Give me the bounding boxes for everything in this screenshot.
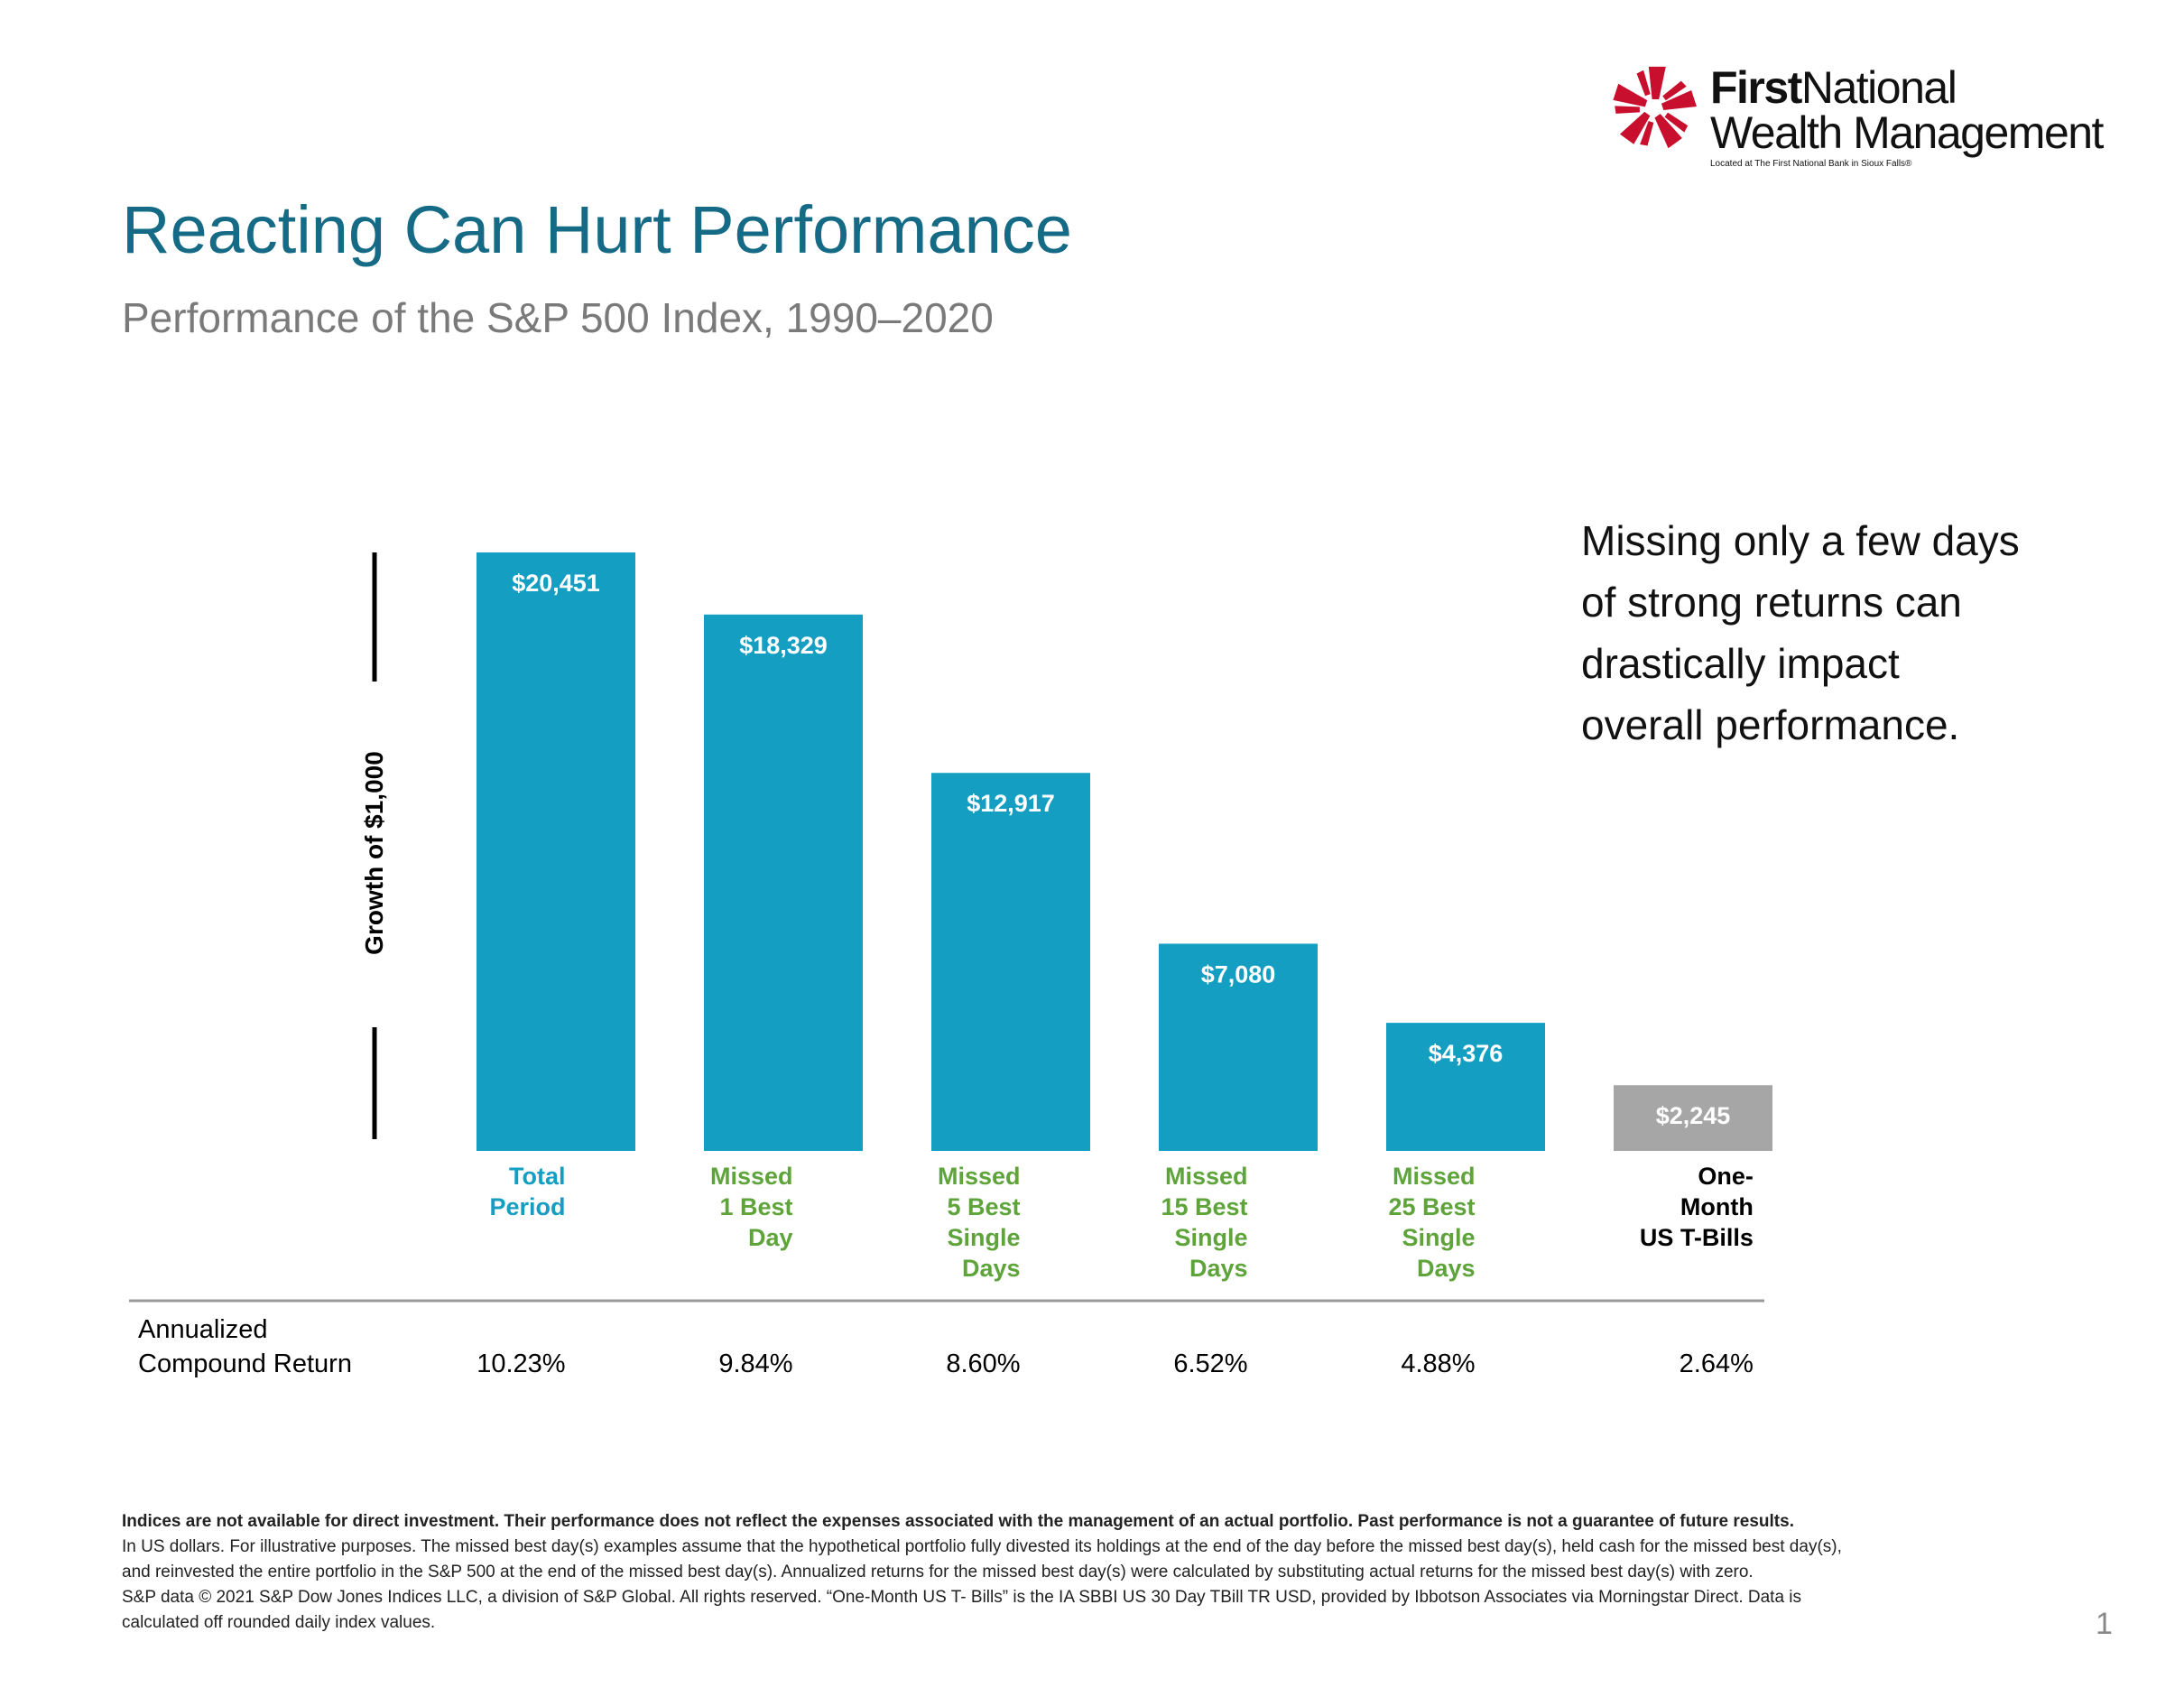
category-label-line: One-	[1698, 1163, 1754, 1190]
category-label-line: 1 Best	[720, 1193, 793, 1220]
bar-value-label: $4,376	[1429, 1040, 1504, 1067]
page-subtitle: Performance of the S&P 500 Index, 1990–2…	[122, 294, 994, 341]
brand-logo-wordmark: FirstNational Wealth Management Located …	[1710, 63, 2143, 190]
callout-line: of strong returns can	[1581, 579, 1962, 626]
category-label-line: 15 Best	[1161, 1193, 1247, 1220]
bar	[704, 614, 863, 1151]
footnote-line: In US dollars. For illustrative purposes…	[122, 1537, 1842, 1556]
footnote-line: calculated off rounded daily index value…	[122, 1613, 436, 1632]
bar	[931, 773, 1090, 1151]
category-label-line: Period	[490, 1193, 566, 1220]
bar	[477, 552, 635, 1151]
y-axis-label: Growth of $1,000	[360, 751, 388, 955]
category-label-line: Missed	[1393, 1163, 1476, 1190]
callout-line: drastically impact	[1581, 640, 1900, 687]
category-label-line: Missed	[1165, 1163, 1248, 1190]
category-label-line: US T-Bills	[1640, 1224, 1754, 1251]
category-label: Missed 5 Best Single Days	[938, 1163, 1021, 1282]
returns-value: 9.84%	[718, 1349, 792, 1378]
bar-value-label: $20,451	[512, 570, 600, 597]
category-label: Missed 15 Best Single Days	[1161, 1163, 1247, 1282]
brand-tagline: Located at The First National Bank in Si…	[1710, 159, 1912, 169]
y-axis: Growth of $1,000	[360, 552, 388, 1139]
bar-value-label: $7,080	[1201, 960, 1276, 988]
brand-name-national: National	[1800, 62, 1957, 113]
bar-value-label: $18,329	[739, 632, 828, 659]
bar-value-label: $2,245	[1656, 1102, 1731, 1129]
category-label-line: Days	[1189, 1255, 1248, 1282]
category-label-line: 5 Best	[948, 1193, 1021, 1220]
category-label-line: Single	[1175, 1224, 1248, 1251]
brand-name-first: First	[1710, 62, 1802, 113]
returns-row: Annualized Compound Return 10.23% 9.84% 8.60…	[129, 1299, 1764, 1378]
returns-row-label-line: Compound Return	[138, 1349, 352, 1378]
category-label-line: Days	[1417, 1255, 1476, 1282]
footnote-line: S&P data © 2021 S&P Dow Jones Indices LL…	[122, 1588, 1802, 1607]
category-label-line: Day	[748, 1224, 793, 1251]
returns-value: 4.88%	[1401, 1349, 1475, 1378]
category-label-line: Missed	[938, 1163, 1021, 1190]
callout-line: overall performance.	[1581, 701, 1960, 748]
bars: $20,451 $18,329 $12,917 $7,080 $4,376 $2,245	[477, 552, 1772, 1151]
brand-logo-mark	[1613, 66, 1697, 149]
callout-line: Missing only a few days	[1581, 517, 2020, 564]
category-labels: Total Period Missed 1 Best Day Missed 5 Best Si…	[490, 1163, 1754, 1282]
returns-value: 10.23%	[477, 1349, 565, 1378]
returns-row-label-line: Annualized	[138, 1315, 268, 1344]
returns-value: 2.64%	[1680, 1349, 1754, 1378]
category-label-line: Days	[962, 1255, 1021, 1282]
bar	[1159, 943, 1318, 1151]
disclaimer-bold: Indices are not available for direct inv…	[122, 1512, 1794, 1531]
page-title: Reacting Can Hurt Performance	[122, 192, 1072, 267]
returns-value: 6.52%	[1173, 1349, 1247, 1378]
returns-value: 8.60%	[946, 1349, 1020, 1378]
category-label-line: 25 Best	[1388, 1193, 1475, 1220]
bar	[1614, 1085, 1772, 1151]
category-label: Missed 1 Best Day	[710, 1163, 793, 1251]
page-number: 1	[2096, 1607, 2113, 1641]
callout-note: Missing only a few days of strong return…	[1581, 510, 2123, 756]
brand-name-line-2: Wealth Management	[1710, 107, 2104, 158]
footnotes: Indices are not available for direct inv…	[122, 1509, 1999, 1636]
category-label-line: Single	[948, 1224, 1021, 1251]
category-label-line: Month	[1680, 1193, 1754, 1220]
category-label: One- Month US T-Bills	[1640, 1163, 1754, 1251]
returns-row-label: Annualized Compound Return	[138, 1315, 352, 1378]
bar-value-label: $12,917	[967, 790, 1055, 817]
brand-name-line-1: FirstNational	[1710, 62, 1957, 113]
category-label: Total Period	[490, 1163, 566, 1220]
category-label-line: Missed	[710, 1163, 793, 1190]
bar	[1386, 1023, 1545, 1151]
category-label-line: Single	[1402, 1224, 1476, 1251]
footnote-line: and reinvested the entire portfolio in t…	[122, 1563, 1754, 1581]
category-label: Missed 25 Best Single Days	[1388, 1163, 1475, 1282]
category-label-line: Total	[509, 1163, 566, 1190]
